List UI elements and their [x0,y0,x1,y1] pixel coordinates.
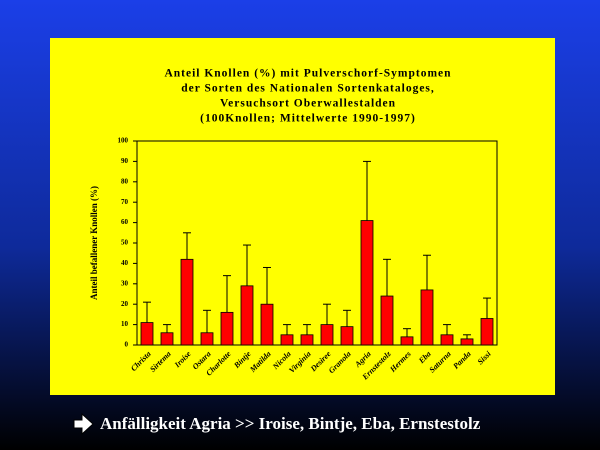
bar [440,334,454,346]
chart-title: Anteil Knollen (%) mit Pulverschorf-Symp… [164,68,451,80]
bar [240,285,254,346]
bar [420,289,434,346]
y-tick-label: 80 [121,177,129,185]
y-tick-label: 20 [121,300,129,308]
bar [280,334,294,346]
y-tick-label: 50 [121,239,129,247]
bar [300,334,314,346]
chart-title: Versuchsort Oberwallestalden [220,98,396,110]
bar [320,324,334,346]
chart-title: (100Knollen; Mittelwerte 1990-1997) [200,113,416,125]
y-tick-label: 100 [118,137,129,145]
bar [180,258,194,346]
footer-text: Anfälligkeit Agria >> Iroise, Bintje, Eb… [100,414,481,433]
bar [220,311,234,346]
bar [260,303,274,346]
y-tick-label: 60 [121,218,129,226]
bar [340,326,354,346]
arrow-icon [73,412,94,436]
y-tick-label: 10 [121,320,129,328]
bar [480,318,494,346]
y-tick-label: 0 [125,341,129,349]
chart-title: der Sorten des Nationalen Sortenkataloge… [181,83,435,95]
bar [360,220,374,346]
bar [160,332,174,346]
y-tick-label: 40 [121,259,129,267]
bar [400,336,414,346]
bar [140,322,154,346]
y-tick-label: 70 [121,198,129,206]
bar [460,338,474,346]
y-tick-label: 30 [121,279,129,287]
y-tick-label: 90 [121,157,129,165]
bar [200,332,214,346]
y-axis-label: Anteil befallener Knollen (%) [89,186,99,300]
bar [380,295,394,346]
